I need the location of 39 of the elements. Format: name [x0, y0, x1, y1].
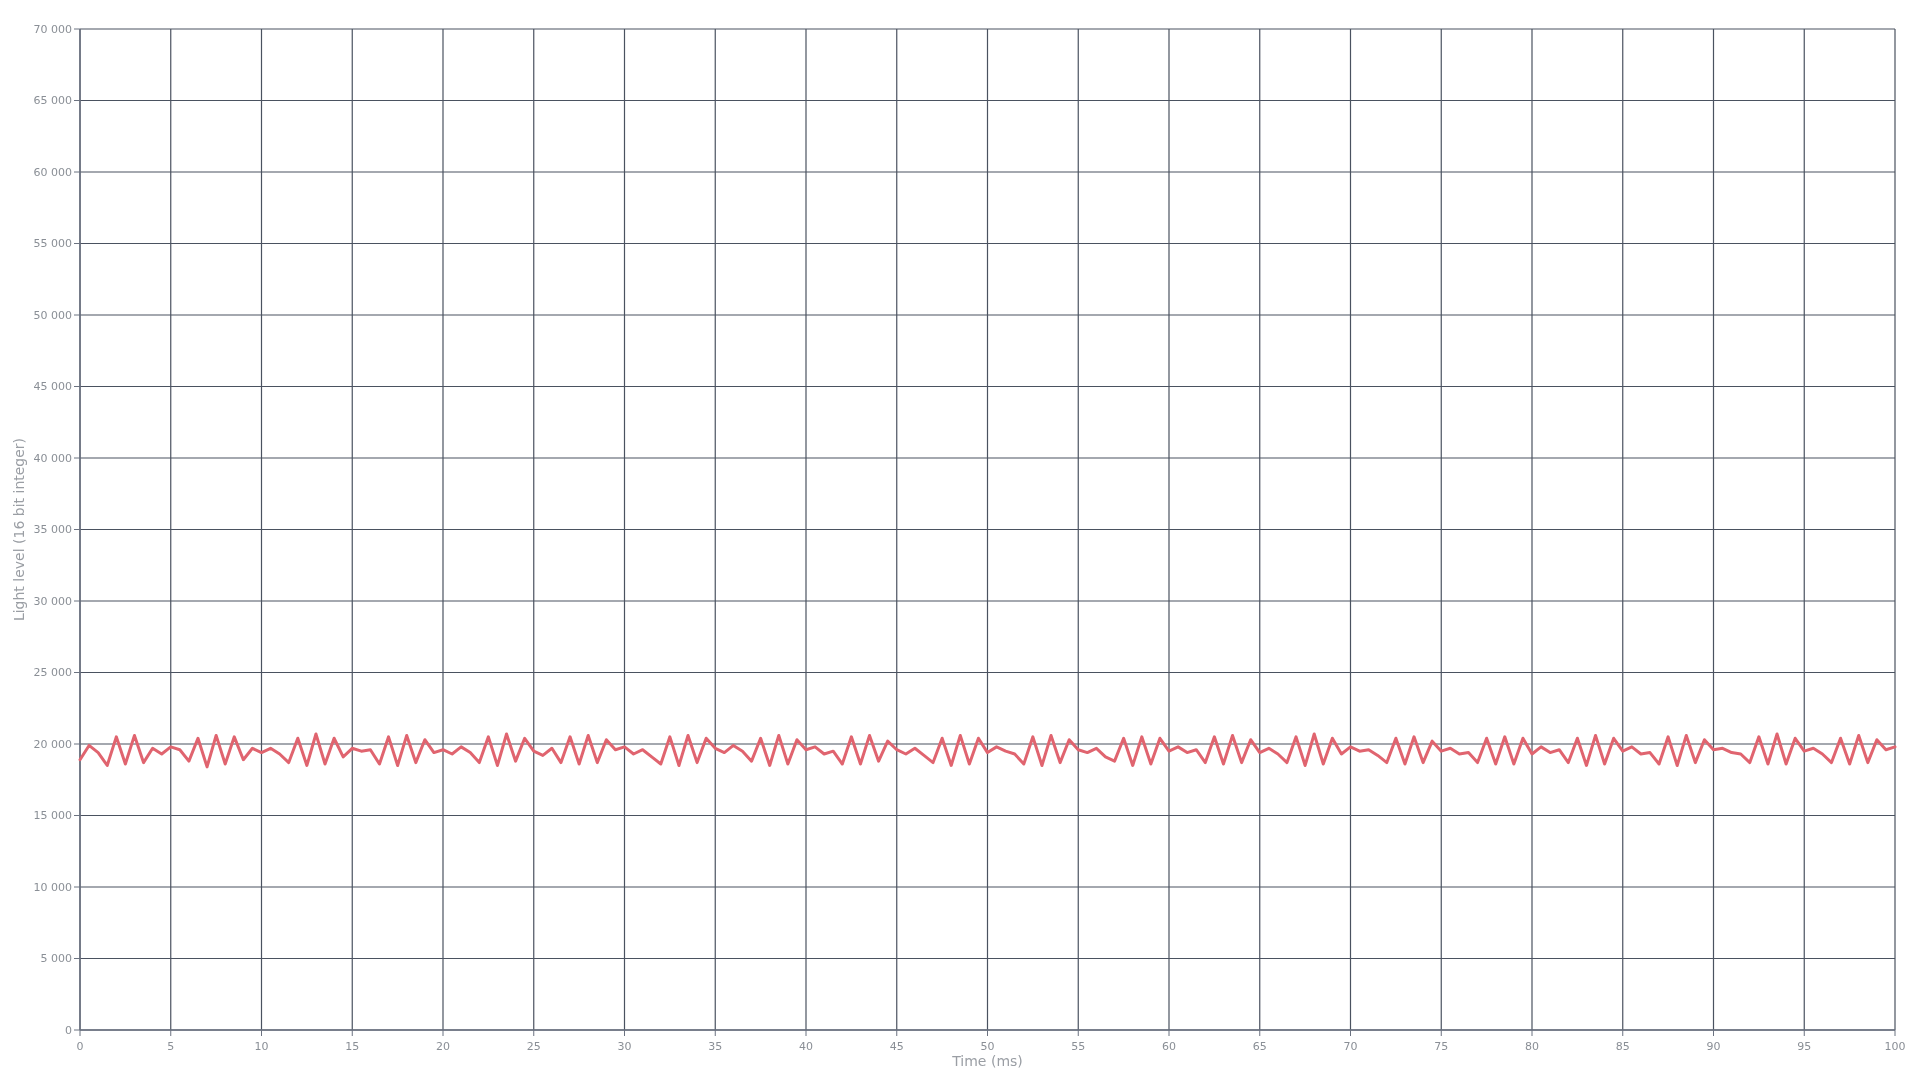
x-tick-label: 70: [1343, 1040, 1358, 1053]
x-tick-label: 65: [1252, 1040, 1267, 1053]
line-series: [78, 732, 1897, 769]
x-tick-label: 35: [708, 1040, 723, 1053]
y-tick-label: 10 000: [33, 880, 72, 894]
y-tick-label: 65 000: [33, 94, 72, 108]
y-tick-label: 35 000: [33, 523, 72, 537]
y-tick-label: 60 000: [33, 165, 72, 179]
x-axis-title: Time (ms): [951, 1053, 1023, 1069]
x-tick-label: 50: [980, 1040, 995, 1053]
y-tick-label: 25 000: [33, 666, 72, 680]
x-tick-label: 15: [345, 1040, 360, 1053]
y-axis-title: Light level (16 bit integer): [11, 437, 27, 622]
x-tick-label: 95: [1797, 1040, 1812, 1053]
y-tick-label: 55 000: [33, 237, 72, 251]
y-tick-label: 15 000: [33, 809, 72, 823]
y-tick-label: 30 000: [33, 594, 72, 608]
x-tick-label: 80: [1525, 1040, 1539, 1053]
x-tick-label: 30: [617, 1040, 632, 1053]
y-tick-label: 40 000: [33, 451, 72, 465]
x-tick-label: 45: [889, 1040, 904, 1053]
x-tick-label: 5: [167, 1040, 175, 1053]
y-tick-label: 45 000: [33, 380, 72, 394]
y-tick-label: 20 000: [33, 737, 72, 751]
y-tick-label: 70 000: [33, 22, 72, 36]
x-tick-label: 90: [1706, 1040, 1721, 1053]
y-tick-label: 50 000: [33, 308, 72, 322]
y-tick-label: 0: [65, 1023, 72, 1037]
x-tick-label: 0: [76, 1040, 84, 1053]
x-tick-label: 40: [799, 1040, 813, 1053]
x-tick-label: 75: [1434, 1040, 1449, 1053]
x-tick-label: 100: [1884, 1040, 1906, 1053]
x-tick-label: 85: [1615, 1040, 1630, 1053]
x-tick-label: 20: [436, 1040, 450, 1053]
x-tick-label: 25: [526, 1040, 541, 1053]
x-tick-label: 10: [254, 1040, 269, 1053]
y-tick-label: 5 000: [40, 952, 72, 966]
x-tick-label: 55: [1071, 1040, 1086, 1053]
x-tick-label: 60: [1162, 1040, 1176, 1053]
